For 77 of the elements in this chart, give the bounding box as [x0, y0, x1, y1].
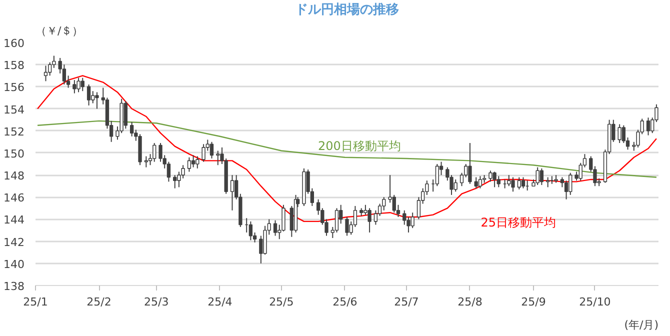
candlestick: [517, 176, 521, 190]
candlestick: [187, 156, 192, 172]
candlestick: [511, 176, 515, 192]
annotation: 200日移動平均: [318, 138, 401, 153]
y-tick-label: 140: [4, 258, 25, 271]
candlestick: [76, 77, 80, 93]
candlestick: [216, 150, 220, 166]
candlestick: [80, 77, 84, 92]
candlestick: [95, 92, 99, 110]
x-tick-label: 25/6: [332, 296, 358, 308]
candlestick: [273, 220, 278, 236]
candlestick: [202, 144, 206, 162]
candlestick: [410, 212, 414, 229]
candlestick: [62, 64, 66, 85]
candlestick: [454, 178, 458, 192]
y-tick-label: 144: [4, 214, 25, 227]
candlestick: [374, 210, 378, 226]
candlestick: [230, 174, 234, 211]
y-tick-label: 160: [4, 37, 25, 50]
candlestick: [402, 210, 406, 226]
candlestick: [210, 141, 214, 159]
x-tick-label: 25/1: [23, 296, 48, 308]
y-tick-label: 156: [4, 81, 25, 94]
chart-title: ドル円相場の推移: [295, 2, 399, 18]
y-axis-title: （￥/＄）: [36, 24, 84, 38]
x-tick-label: 25/9: [521, 296, 546, 308]
candlestick: [334, 208, 339, 233]
x-tick-label: 25/2: [86, 296, 112, 308]
y-tick-label: 146: [4, 192, 25, 205]
candlestick: [345, 216, 349, 236]
y-tick-label: 138: [4, 280, 25, 293]
candlestick: [488, 170, 492, 182]
candlestick: [196, 156, 200, 169]
candlestick: [44, 65, 48, 82]
candlestick: [560, 176, 564, 188]
candlestick: [48, 62, 52, 76]
x-tick-label: 25/3: [144, 296, 169, 308]
candlestick: [492, 171, 496, 188]
candlestick: [618, 124, 622, 144]
candlestick: [91, 90, 95, 104]
candlestick: [130, 122, 134, 137]
y-tick-label: 158: [4, 59, 25, 72]
candlestick: [173, 174, 177, 189]
candlestick: [248, 220, 253, 241]
annotation: 25日移動平均: [480, 215, 556, 230]
candlestick: [646, 117, 650, 136]
y-tick-label: 148: [4, 170, 25, 183]
y-tick-label: 150: [4, 147, 25, 160]
candlestick: [72, 80, 76, 94]
y-tick-label: 154: [4, 103, 25, 116]
candlestick: [540, 168, 544, 186]
candlestick: [392, 194, 396, 214]
candlestick: [521, 176, 526, 189]
candlestick: [468, 142, 472, 184]
candlestick: [496, 176, 500, 188]
x-axis-title: (年/月): [624, 318, 659, 332]
candlestick: [152, 142, 156, 162]
candlestick: [166, 161, 171, 182]
candlestick: [546, 176, 550, 188]
x-tick-label: 25/10: [579, 296, 611, 308]
candlestick: [86, 84, 91, 106]
x-tick-label: 25/7: [394, 296, 419, 308]
candlestick: [622, 124, 626, 144]
candlestick: [191, 154, 196, 168]
x-tick-label: 25/5: [269, 296, 294, 308]
candlestick: [368, 208, 372, 233]
candlestick: [568, 172, 572, 196]
candlestick: [435, 164, 440, 187]
candlestick: [124, 100, 128, 130]
x-tick-label: 25/8: [458, 296, 482, 308]
candlestick: [507, 174, 511, 187]
y-tick-label: 142: [4, 236, 25, 249]
candlestick: [536, 166, 540, 186]
candlestick: [478, 176, 482, 189]
candlestick: [474, 176, 478, 189]
y-tick-label: 152: [4, 125, 25, 138]
x-tick-label: 25/4: [208, 296, 232, 308]
